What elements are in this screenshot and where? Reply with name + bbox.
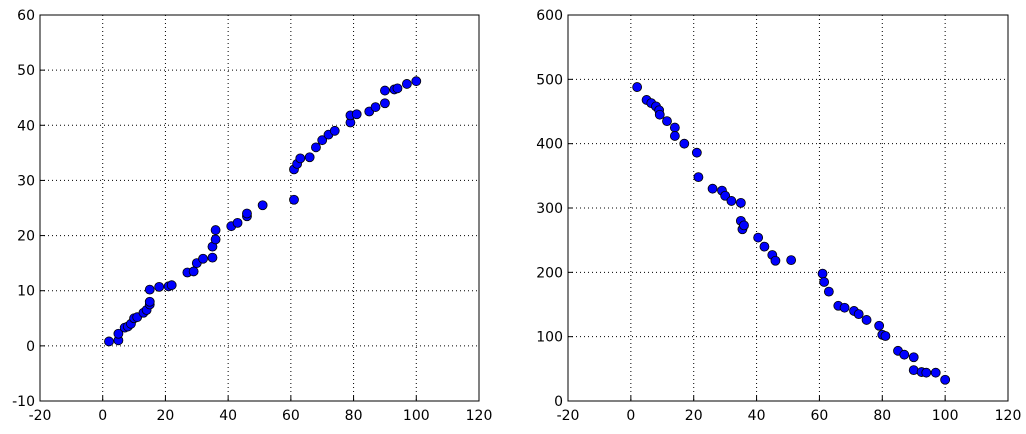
point (289, 194, 299, 205)
x-tick-label: 120 (995, 408, 1022, 424)
point (669, 131, 680, 141)
y-tick-label: 30 (17, 173, 35, 189)
point (940, 374, 951, 385)
point (839, 302, 850, 313)
x-tick-label: 20 (157, 408, 175, 424)
y-tick-label: 40 (17, 118, 35, 134)
point (144, 296, 155, 307)
point (304, 152, 315, 163)
point (232, 217, 243, 228)
x-tick-label: 0 (98, 408, 107, 424)
point (921, 367, 932, 378)
point (317, 135, 328, 146)
x-tick-label: 20 (685, 408, 703, 424)
x-tick-label: 100 (932, 408, 959, 424)
point (210, 234, 221, 245)
y-tick-label: 0 (26, 339, 35, 355)
plot-frame (567, 14, 1009, 402)
point (351, 109, 362, 120)
point (720, 190, 731, 201)
point (662, 116, 672, 127)
point (770, 255, 781, 266)
plot-frame (39, 14, 480, 402)
x-tick-label: 40 (748, 408, 766, 424)
x-tick-label: 80 (345, 408, 363, 424)
y-tick-label: 50 (17, 63, 35, 79)
point (669, 122, 680, 133)
point (759, 241, 770, 252)
point (874, 320, 885, 331)
point (707, 183, 718, 194)
y-tick-label: 600 (536, 8, 563, 24)
y-tick-label: 10 (17, 284, 35, 300)
point (257, 200, 268, 211)
x-tick-label: -20 (557, 408, 580, 424)
point (166, 280, 177, 291)
point (817, 268, 828, 279)
point (880, 331, 891, 341)
x-tick-label: -20 (29, 408, 52, 424)
point (188, 266, 199, 277)
point (380, 98, 390, 109)
point (823, 286, 834, 297)
x-tick-label: 40 (219, 408, 237, 424)
point (786, 255, 797, 266)
y-tick-label: 20 (17, 229, 35, 245)
x-tick-label: 80 (873, 408, 891, 424)
point (654, 109, 665, 120)
point (739, 220, 749, 231)
point (691, 147, 702, 158)
y-tick-label: -10 (12, 394, 35, 410)
point (401, 79, 412, 89)
point (899, 349, 910, 360)
point (392, 83, 403, 94)
y-tick-label: 60 (17, 8, 35, 24)
point (380, 85, 390, 96)
x-tick-label: 60 (811, 408, 829, 424)
y-tick-label: 0 (554, 394, 563, 410)
point (819, 277, 830, 287)
point (311, 142, 321, 153)
point (853, 309, 864, 320)
x-tick-label: 120 (466, 408, 493, 424)
point (154, 281, 165, 292)
point (930, 367, 941, 378)
point (753, 232, 764, 243)
point (207, 252, 218, 263)
point (198, 253, 208, 264)
point (908, 352, 919, 363)
point (735, 197, 746, 208)
x-tick-label: 100 (403, 408, 430, 424)
point (411, 76, 422, 87)
point (632, 82, 643, 92)
point (210, 225, 221, 235)
x-tick-label: 0 (626, 408, 635, 424)
point (726, 196, 737, 206)
point (370, 102, 381, 112)
y-tick-label: 100 (536, 330, 563, 346)
point (679, 138, 690, 149)
point (295, 153, 306, 164)
point (329, 125, 340, 136)
x-tick-label: 60 (282, 408, 300, 424)
y-tick-label: 500 (536, 72, 563, 88)
point (113, 328, 124, 339)
point (144, 284, 155, 295)
point (861, 315, 872, 325)
point (104, 336, 114, 347)
y-tick-label: 400 (536, 137, 563, 153)
point (242, 208, 252, 219)
point (693, 172, 704, 183)
y-tick-label: 300 (536, 201, 563, 217)
y-tick-label: 200 (536, 265, 563, 281)
